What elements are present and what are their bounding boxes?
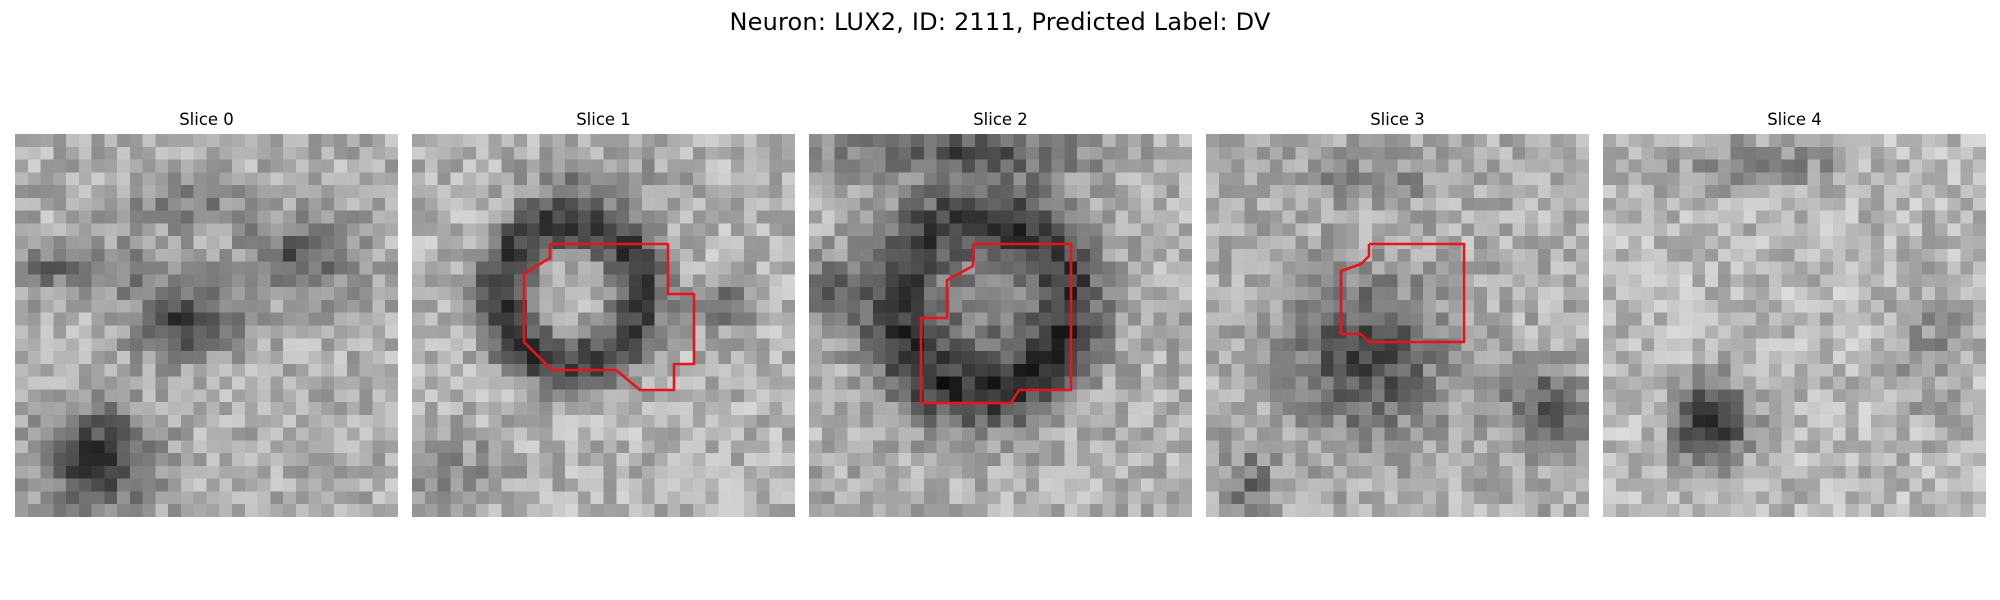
microscopy-image	[1206, 134, 1589, 517]
slice-image	[412, 134, 795, 517]
segmentation-contour	[919, 242, 1073, 405]
contour-line	[919, 242, 1073, 405]
slice-title: Slice 0	[179, 110, 234, 129]
slice-panel-1: Slice 1	[412, 108, 795, 517]
slice-panel-2: Slice 2	[809, 108, 1192, 517]
slice-title: Slice 4	[1767, 110, 1822, 129]
segmentation-contour	[522, 242, 696, 392]
slice-image	[15, 134, 398, 517]
figure-title: Neuron: LUX2, ID: 2111, Predicted Label:…	[729, 8, 1271, 36]
slice-title: Slice 3	[1370, 110, 1425, 129]
segmentation-contour	[1339, 242, 1466, 344]
slice-image	[809, 134, 1192, 517]
slice-panel-4: Slice 4	[1603, 108, 1986, 517]
microscopy-image	[412, 134, 795, 517]
slice-title: Slice 1	[576, 110, 631, 129]
microscopy-image	[15, 134, 398, 517]
slice-panel-3: Slice 3	[1206, 108, 1589, 517]
slice-image	[1603, 134, 1986, 517]
contour-line	[1339, 242, 1466, 344]
microscopy-image	[1603, 134, 1986, 517]
contour-line	[522, 242, 696, 392]
slice-title: Slice 2	[973, 110, 1028, 129]
slice-image	[1206, 134, 1589, 517]
slice-panel-0: Slice 0	[15, 108, 398, 517]
microscopy-image	[809, 134, 1192, 517]
